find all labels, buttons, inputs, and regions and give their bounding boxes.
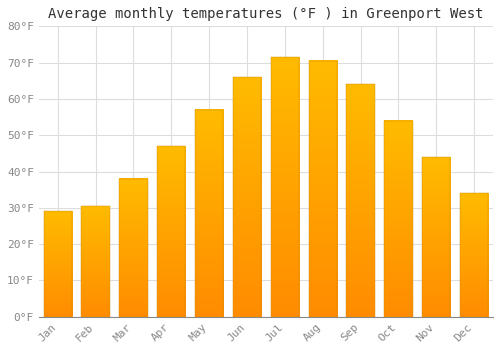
Title: Average monthly temperatures (°F ) in Greenport West: Average monthly temperatures (°F ) in Gr… xyxy=(48,7,484,21)
Bar xyxy=(308,61,337,317)
Bar xyxy=(270,57,299,317)
Bar xyxy=(119,179,148,317)
Bar xyxy=(384,121,412,317)
Bar xyxy=(233,77,261,317)
Bar xyxy=(422,157,450,317)
Bar xyxy=(460,193,488,317)
Bar xyxy=(82,206,110,317)
Bar xyxy=(346,84,375,317)
Bar xyxy=(44,211,72,317)
Bar xyxy=(195,110,224,317)
Bar xyxy=(157,146,186,317)
